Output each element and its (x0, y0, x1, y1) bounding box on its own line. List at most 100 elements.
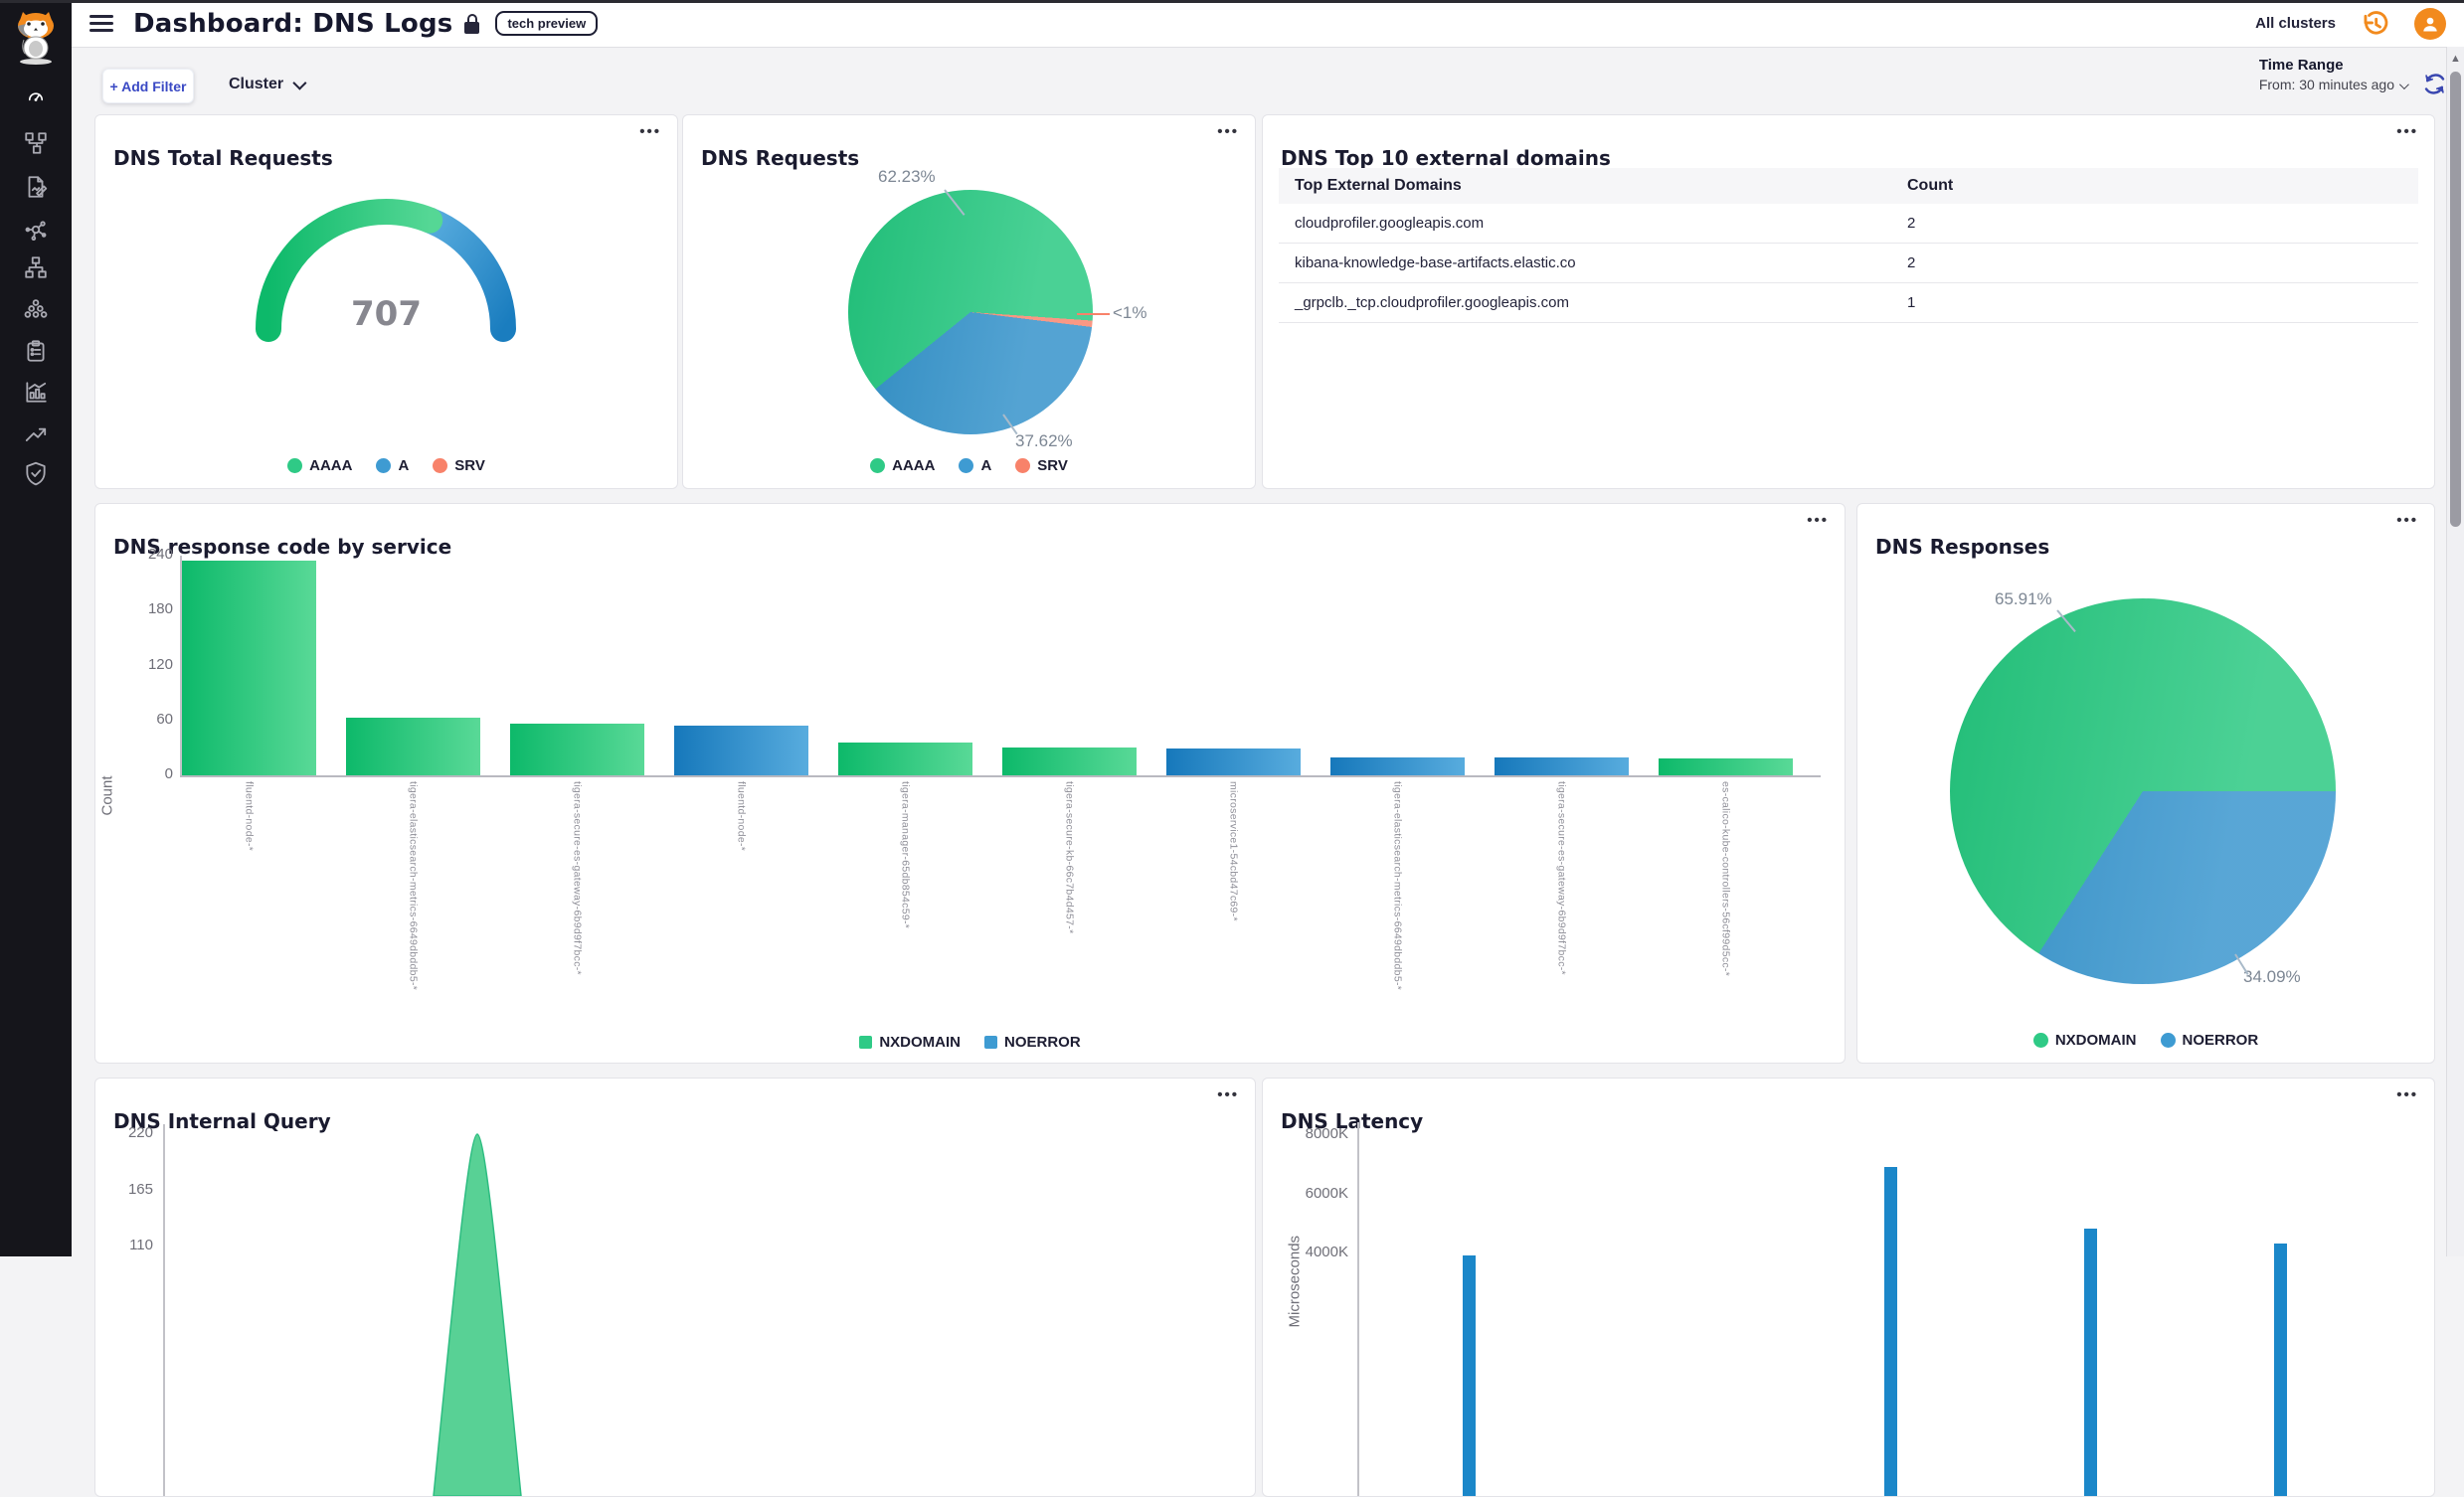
bar-label: es-calico-kube-controllers-56cf99d5cc-* (1719, 781, 1732, 977)
sidebar-item-network-flow[interactable] (0, 123, 72, 163)
bar-label: tigera-secure-es-gateway-6b9d9f7bcc-* (571, 781, 584, 975)
table-header-row: Top External Domains Count (1279, 168, 2418, 204)
table-row: _grpclb._tcp.cloudprofiler.googleapis.co… (1279, 282, 2418, 323)
refresh-icon[interactable] (2421, 71, 2448, 97)
panel-title: DNS Requests (701, 145, 860, 170)
bar-noerror[interactable] (1330, 757, 1465, 775)
gauge-chart[interactable] (252, 193, 520, 357)
sidebar-item-service-graph[interactable] (0, 210, 72, 250)
legend-item[interactable]: NOERROR (984, 1034, 1081, 1051)
sidebar-item-threat-defense[interactable] (0, 453, 72, 493)
legend-item[interactable]: SRV (433, 457, 485, 474)
panel-title: DNS Total Requests (113, 145, 333, 170)
panel-menu-button[interactable]: ••• (1807, 512, 1829, 529)
legend-label: A (980, 457, 992, 474)
shield-check-icon (26, 461, 46, 486)
chart-stats-icon (26, 382, 47, 403)
add-filter-button[interactable]: + Add Filter (102, 69, 194, 103)
pie-label-aaaa: 62.23% (878, 167, 936, 186)
panel-menu-button[interactable]: ••• (639, 123, 661, 140)
sidebar-item-trends[interactable] (0, 414, 72, 453)
panel-dns-internal-query: DNS Internal Query ••• 220 165 110 (94, 1078, 1256, 1497)
cluster-dropdown[interactable]: Cluster (229, 76, 307, 93)
legend-label: AAAA (309, 457, 353, 474)
bar-nxdomain[interactable] (346, 718, 480, 775)
latency-bar[interactable] (1463, 1255, 1476, 1496)
bar-noerror[interactable] (674, 726, 808, 775)
bar-label: tigera-secure-kb-66c7b4d457-* (1063, 781, 1076, 934)
bar-noerror[interactable] (1166, 748, 1301, 775)
panel-dns-latency: DNS Latency ••• 8000K 6000K 4000K Microsec… (1262, 1078, 2435, 1497)
legend-item[interactable]: AAAA (287, 457, 352, 474)
latency-bar[interactable] (2084, 1229, 2097, 1496)
bar-nxdomain[interactable] (1002, 748, 1137, 775)
pie-chart-dns-responses[interactable] (1950, 598, 2336, 984)
y-tick: 220 (127, 1124, 153, 1141)
legend-item[interactable]: A (959, 457, 991, 474)
gauge-segment-aaaa[interactable] (256, 199, 443, 342)
time-range-value[interactable]: From: 30 minutes ago (2259, 77, 2409, 92)
y-tick: 165 (127, 1180, 153, 1198)
legend-label: NXDOMAIN (2054, 1032, 2137, 1049)
bar-label: microservice1-54cbd47c69-* (1227, 781, 1240, 921)
vertical-scrollbar[interactable]: ▲ (2446, 47, 2464, 1256)
pie-label-noerror: 34.09% (2243, 967, 2301, 986)
bar-label: fluentd-node-* (243, 781, 256, 852)
all-clusters-selector[interactable]: All clusters (2255, 15, 2336, 32)
legend-swatch (2160, 1033, 2176, 1048)
history-icon[interactable] (2360, 8, 2390, 39)
y-tick: 8000K (1305, 1125, 1348, 1142)
legend-item[interactable]: A (376, 457, 409, 474)
sidebar-item-clusters[interactable] (0, 289, 72, 329)
scrollbar-up-arrow[interactable]: ▲ (2450, 53, 2461, 65)
bar-noerror[interactable] (1495, 757, 1629, 775)
sidebar-item-network-topology[interactable] (0, 248, 72, 287)
sidebar-item-statistics[interactable] (0, 372, 72, 412)
y-tick: 6000K (1305, 1184, 1348, 1202)
gauge-segment-a[interactable] (417, 207, 516, 342)
count-cell: 2 (1891, 204, 2418, 244)
legend-item[interactable]: AAAA (870, 457, 935, 474)
panel-title: DNS response code by service (113, 534, 452, 559)
chart-legend: NXDOMAIN NOERROR (1857, 1032, 2434, 1049)
hamburger-icon[interactable] (89, 11, 113, 36)
area-chart-internal-query[interactable] (95, 1079, 1255, 1496)
y-axis-line (180, 556, 182, 775)
tech-preview-badge: tech preview (495, 11, 599, 36)
domain-cell: kibana-knowledge-base-artifacts.elastic.… (1279, 243, 1891, 283)
legend-item[interactable]: NOERROR (2160, 1032, 2258, 1049)
clipboard-icon (27, 340, 45, 362)
bar-nxdomain[interactable] (1659, 758, 1793, 775)
bar-nxdomain[interactable] (510, 724, 644, 775)
legend-item[interactable]: SRV (1015, 457, 1068, 474)
legend-swatch (433, 458, 448, 473)
sidebar (0, 0, 72, 1256)
bar-nxdomain[interactable] (182, 561, 316, 775)
scrollbar-thumb[interactable] (2450, 72, 2461, 527)
panel-menu-button[interactable]: ••• (2396, 1086, 2418, 1103)
legend-swatch (859, 1036, 873, 1049)
legend-item[interactable]: NXDOMAIN (859, 1034, 961, 1051)
sidebar-item-policy-logs[interactable] (0, 167, 72, 207)
panel-menu-button[interactable]: ••• (1217, 1086, 1239, 1103)
table-row: cloudprofiler.googleapis.com 2 (1279, 204, 2418, 244)
calico-cat-logo[interactable] (10, 10, 62, 66)
sidebar-item-compliance[interactable] (0, 331, 72, 371)
legend-label: SRV (1037, 457, 1068, 474)
network-flow-icon (25, 132, 47, 154)
panel-menu-button[interactable]: ••• (1217, 123, 1239, 140)
panel-menu-button[interactable]: ••• (2396, 123, 2418, 140)
sidebar-item-dashboards[interactable] (0, 78, 72, 117)
panel-menu-button[interactable]: ••• (2396, 512, 2418, 529)
user-avatar-icon[interactable] (2414, 7, 2446, 40)
legend-label: NXDOMAIN (879, 1034, 961, 1051)
time-range-control[interactable]: Time Range From: 30 minutes ago (2259, 57, 2409, 92)
pie-chart-dns-requests[interactable] (848, 190, 1093, 434)
bar-label: fluentd-node-* (735, 781, 748, 852)
latency-bar[interactable] (2274, 1244, 2287, 1496)
bar-nxdomain[interactable] (838, 743, 972, 775)
latency-bar[interactable] (1884, 1167, 1897, 1496)
gauge-value: 707 (351, 294, 422, 334)
legend-item[interactable]: NXDOMAIN (2032, 1032, 2137, 1049)
chart-legend: AAAA A SRV (95, 457, 677, 474)
